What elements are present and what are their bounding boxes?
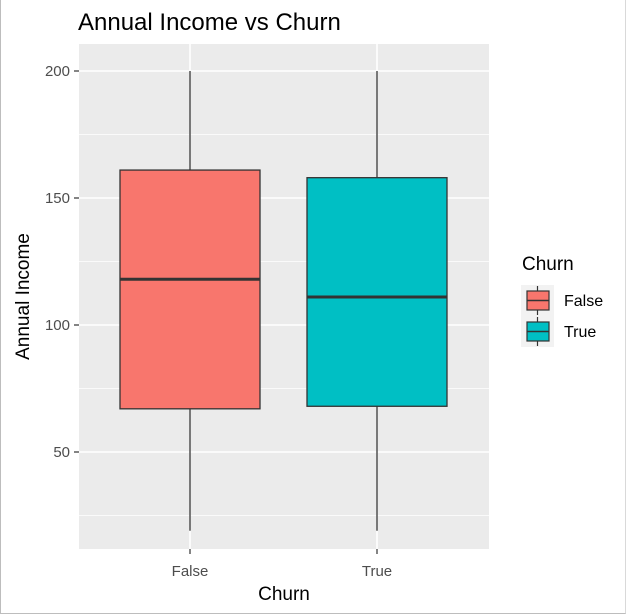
legend-label: False [564,293,603,310]
y-tick-label: 150 [45,190,70,207]
y-axis-title: Annual Income [13,233,34,360]
box-body [306,177,448,407]
box-true [306,71,448,531]
x-tick-label: True [362,563,392,580]
box-body [119,169,261,410]
box-series [119,71,448,531]
legend-item-true: True [521,316,596,347]
chart-title: Annual Income vs Churn [78,9,341,36]
y-tick-label: 100 [45,317,70,334]
x-tick-label: False [172,563,209,580]
x-axis-title: Churn [258,584,310,605]
legend: Churn False True [521,254,603,347]
box-false [119,71,261,531]
y-tick-label: 50 [53,444,70,461]
legend-label: True [564,324,596,341]
y-axis-ticks: 50 100 150 200 [45,63,79,461]
x-axis-ticks: False True [172,549,392,580]
legend-item-false: False [521,285,603,316]
y-tick-label: 200 [45,63,70,80]
legend-title: Churn [522,254,574,275]
